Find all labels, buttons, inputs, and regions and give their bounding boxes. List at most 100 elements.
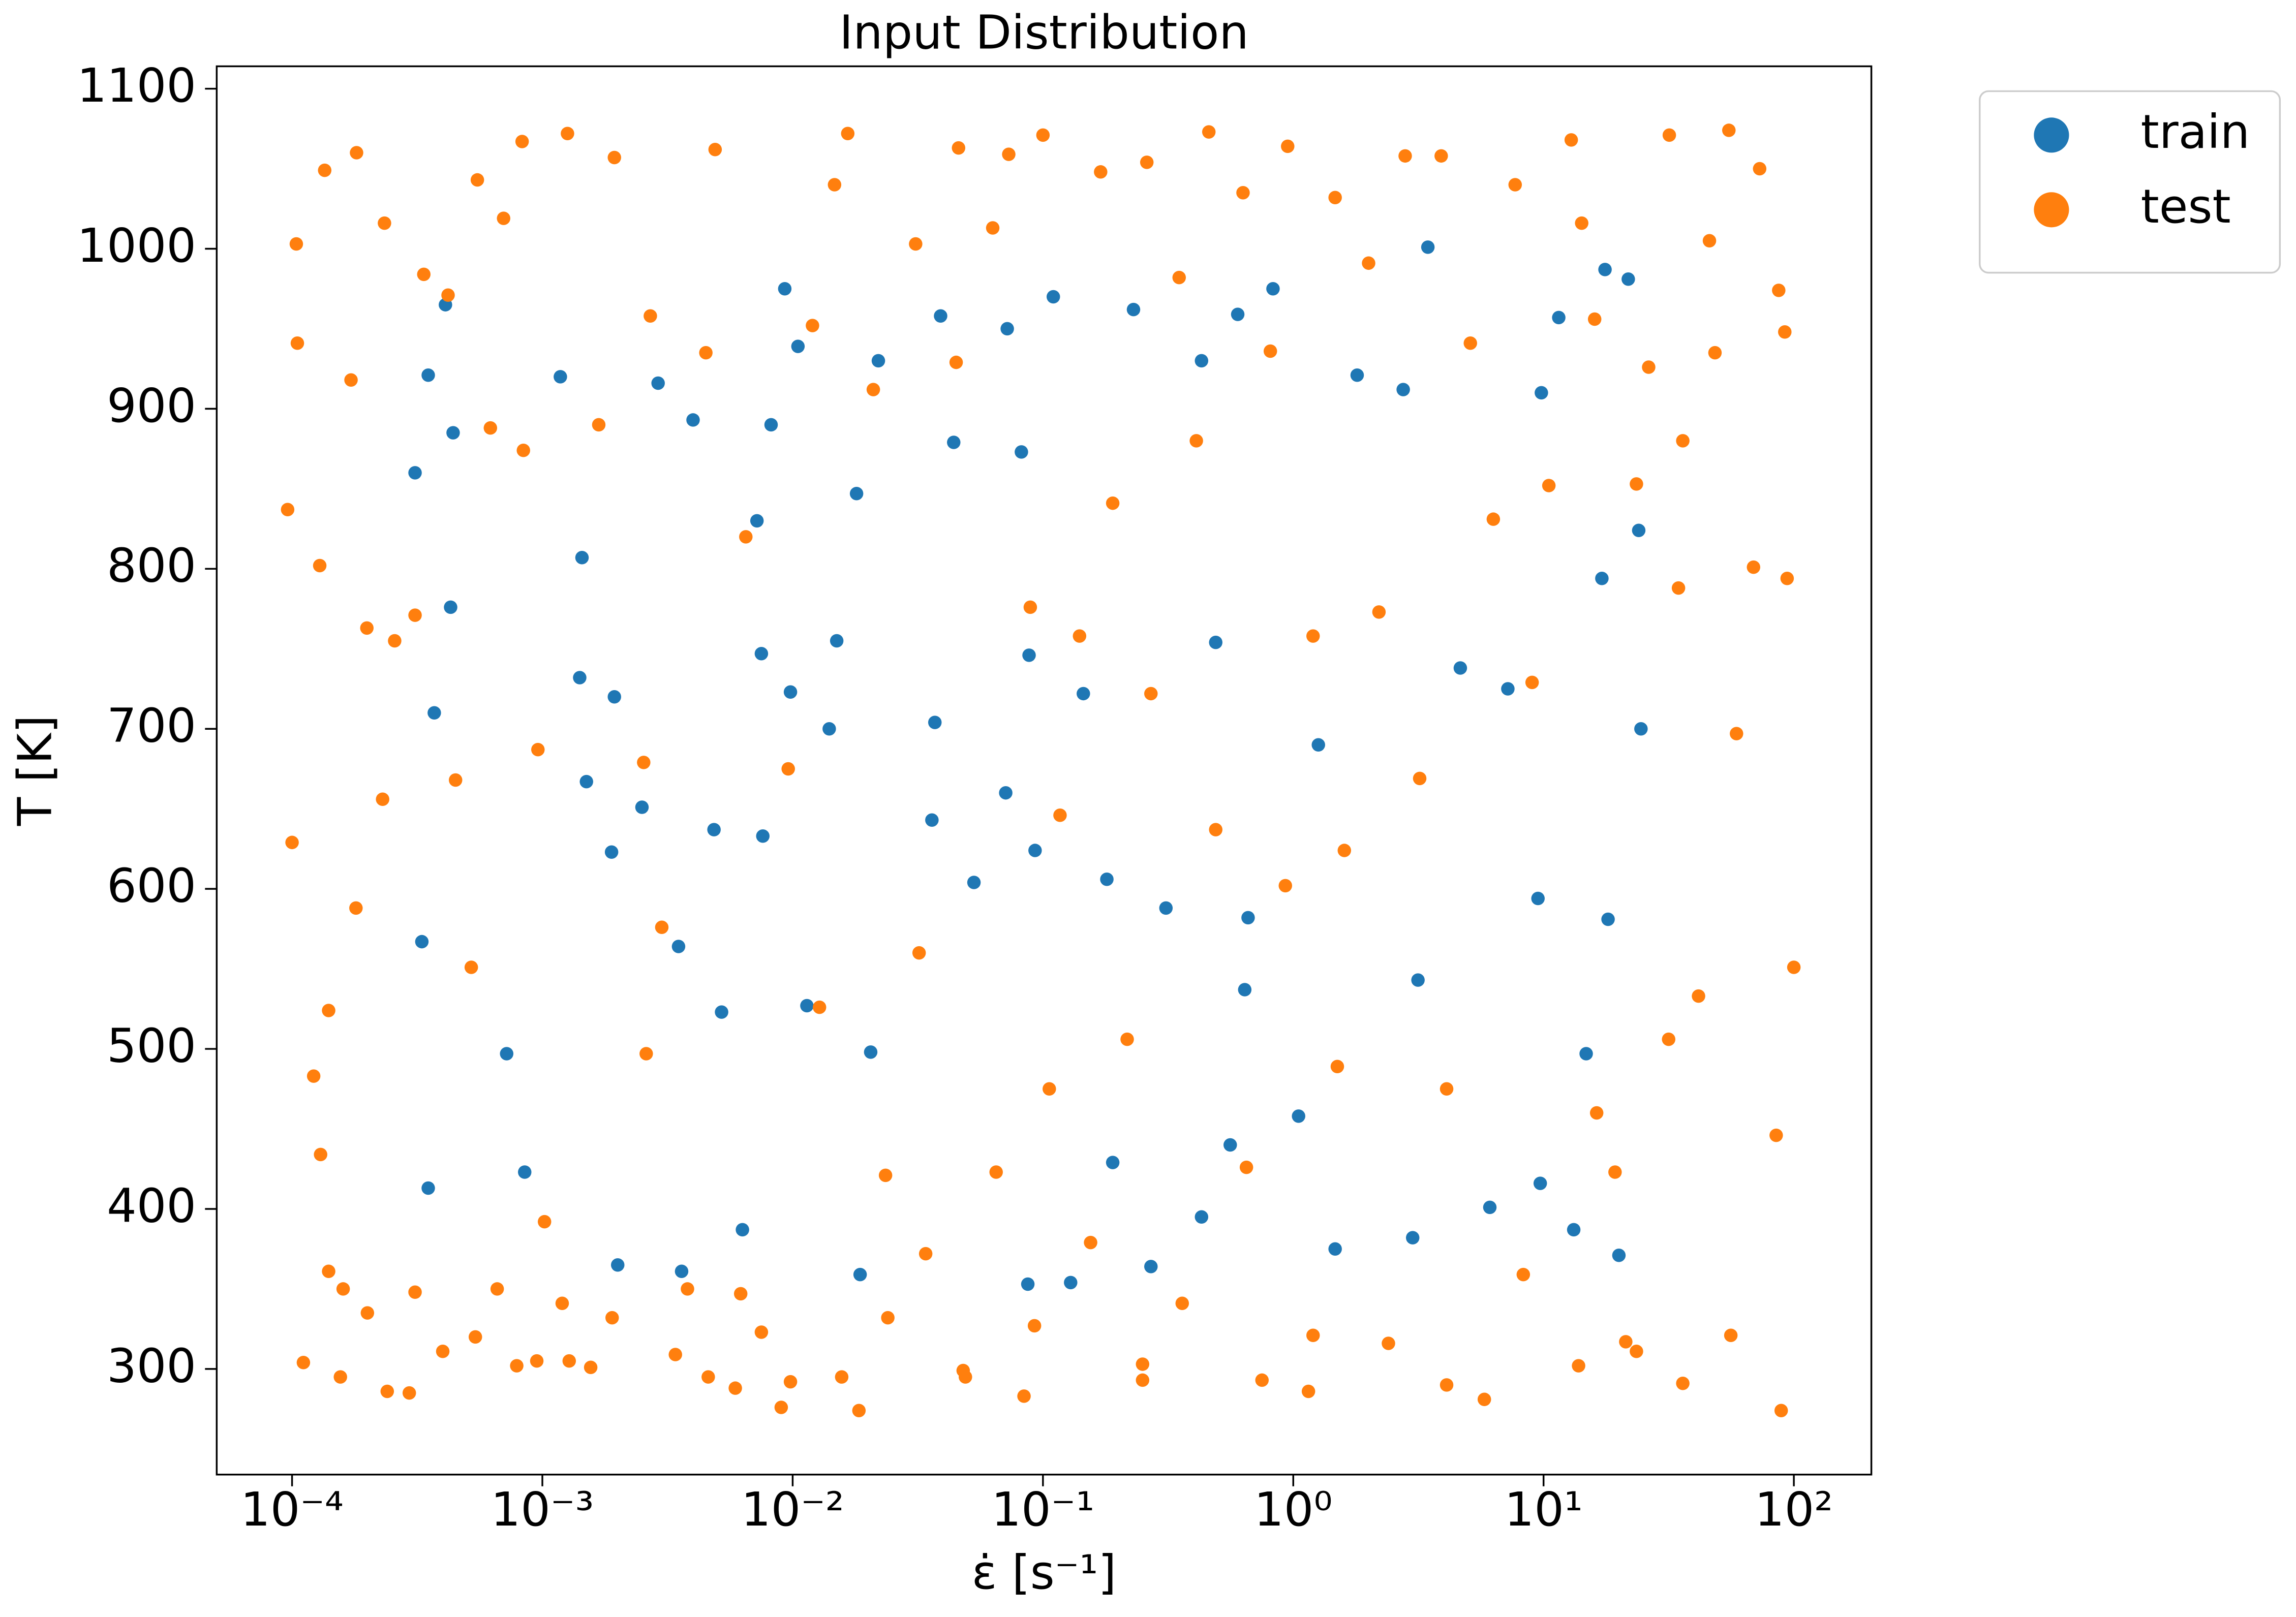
- point: [1630, 1344, 1643, 1358]
- point: [1676, 1376, 1690, 1390]
- point: [322, 1264, 335, 1279]
- point: [699, 346, 713, 360]
- point: [754, 646, 769, 661]
- series-points: [408, 240, 1648, 1291]
- point: [1632, 523, 1646, 537]
- point: [1306, 1328, 1320, 1343]
- point: [1195, 354, 1209, 368]
- point: [925, 813, 939, 827]
- point: [1126, 302, 1141, 317]
- point: [1382, 1336, 1395, 1350]
- point: [388, 634, 402, 648]
- point: [1772, 284, 1786, 297]
- point: [835, 1370, 849, 1384]
- point: [866, 383, 880, 396]
- point: [1263, 344, 1277, 358]
- point: [644, 309, 657, 323]
- point: [1440, 1378, 1454, 1392]
- point: [681, 1282, 694, 1296]
- point: [671, 940, 686, 953]
- point: [1595, 571, 1609, 585]
- point: [1434, 149, 1448, 163]
- point: [1136, 1373, 1150, 1387]
- y-tick-label: 1100: [77, 58, 196, 113]
- point: [1396, 383, 1410, 396]
- point: [864, 1045, 878, 1059]
- point: [296, 1356, 311, 1370]
- point: [756, 829, 770, 843]
- y-tick-label: 1000: [77, 218, 196, 273]
- point: [1608, 1165, 1622, 1179]
- point: [1236, 185, 1250, 200]
- point: [1516, 1267, 1530, 1282]
- point: [1486, 512, 1501, 526]
- point: [408, 466, 422, 480]
- point: [537, 1215, 552, 1229]
- point: [781, 762, 795, 776]
- point: [707, 823, 721, 836]
- point: [1144, 687, 1158, 701]
- x-tick-label: 10⁻¹: [991, 1482, 1094, 1537]
- point: [1413, 771, 1427, 786]
- point: [783, 1375, 798, 1389]
- point: [360, 621, 374, 635]
- point: [607, 150, 621, 165]
- point: [791, 339, 805, 353]
- point: [1017, 1389, 1031, 1403]
- y-tick-label: 600: [107, 858, 196, 913]
- point: [934, 309, 947, 323]
- point: [1533, 1176, 1547, 1190]
- point: [1483, 1200, 1497, 1215]
- point: [290, 336, 304, 350]
- point: [1021, 1277, 1035, 1291]
- point: [575, 551, 589, 565]
- point: [1676, 434, 1690, 448]
- point: [441, 288, 455, 302]
- point: [318, 163, 332, 177]
- point: [1002, 147, 1016, 161]
- x-tick-label: 10⁻⁴: [240, 1482, 344, 1537]
- point: [668, 1348, 682, 1361]
- point: [468, 1330, 482, 1344]
- point: [1077, 687, 1090, 701]
- point: [604, 845, 619, 859]
- point: [733, 1287, 748, 1301]
- point: [1501, 682, 1515, 696]
- point: [849, 487, 864, 501]
- x-tick-label: 10⁻²: [741, 1482, 844, 1537]
- point: [1046, 290, 1060, 304]
- point: [1238, 983, 1252, 997]
- point: [1747, 560, 1761, 574]
- point: [483, 421, 498, 435]
- point: [1372, 605, 1386, 619]
- point: [1722, 123, 1736, 137]
- point: [1278, 879, 1293, 893]
- point: [812, 1000, 826, 1014]
- point: [967, 876, 981, 889]
- point: [881, 1311, 895, 1325]
- point: [464, 960, 478, 974]
- point: [610, 1258, 625, 1272]
- point: [427, 706, 441, 720]
- point: [380, 1384, 394, 1398]
- point: [1120, 1032, 1134, 1046]
- point: [1231, 307, 1245, 321]
- point: [470, 173, 484, 187]
- point: [708, 142, 722, 157]
- point: [1421, 240, 1435, 254]
- point: [1598, 263, 1612, 276]
- point: [1350, 368, 1364, 382]
- point: [1671, 581, 1686, 595]
- point: [1662, 1032, 1676, 1046]
- point: [1255, 1373, 1269, 1387]
- point: [1159, 901, 1173, 915]
- point: [783, 685, 798, 699]
- point: [1531, 891, 1545, 906]
- point: [336, 1282, 350, 1296]
- point: [1619, 1335, 1633, 1349]
- point: [639, 1047, 653, 1061]
- point: [1405, 1231, 1420, 1245]
- point: [349, 901, 363, 915]
- point: [555, 1296, 569, 1311]
